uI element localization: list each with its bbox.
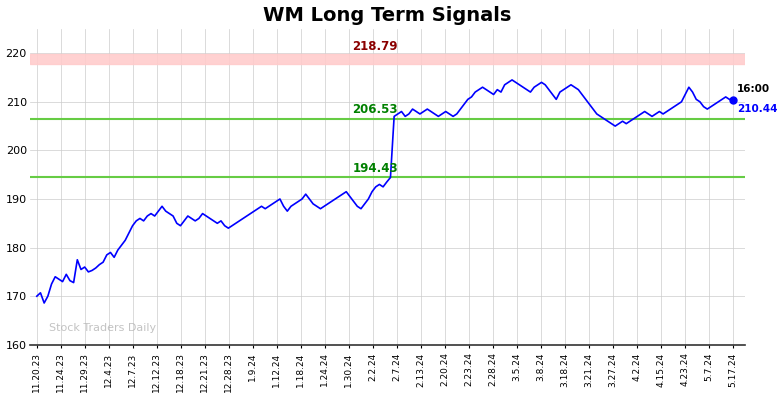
Text: 194.43: 194.43: [353, 162, 398, 175]
Bar: [30, 54, 745, 64]
Text: 210.44: 210.44: [737, 103, 777, 113]
Title: WM Long Term Signals: WM Long Term Signals: [263, 6, 511, 25]
Text: 16:00: 16:00: [737, 84, 770, 94]
Text: 218.79: 218.79: [353, 40, 398, 53]
Text: 206.53: 206.53: [353, 103, 398, 116]
Text: Stock Traders Daily: Stock Traders Daily: [49, 323, 156, 333]
